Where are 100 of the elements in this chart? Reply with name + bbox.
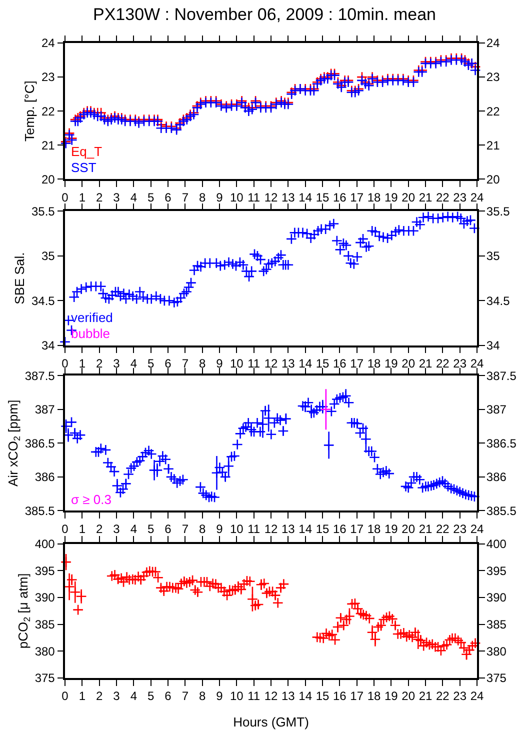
x-tick-label: 19 bbox=[384, 190, 398, 204]
x-tick-label: 2 bbox=[96, 190, 103, 204]
y-tick-label: 23 bbox=[41, 70, 56, 84]
y2-tick-label: 24 bbox=[486, 36, 500, 50]
y2-tick-label: 380 bbox=[486, 644, 507, 658]
x-tick-label: 10 bbox=[230, 522, 244, 536]
x-tick-label: 9 bbox=[216, 356, 224, 371]
y-tick-label: 385.5 bbox=[24, 504, 56, 518]
x-tick-label: 5 bbox=[147, 356, 154, 371]
x-tick-label: 4 bbox=[130, 190, 138, 204]
x-tick-label: 5 bbox=[147, 689, 154, 704]
y-tick-label: 390 bbox=[34, 590, 56, 605]
y-tick-label: 395 bbox=[34, 564, 56, 578]
x-tick-label: 23 bbox=[453, 356, 467, 371]
x-tick-label: 6 bbox=[164, 356, 172, 371]
x-tick-label: 20 bbox=[402, 522, 416, 536]
series-label: SST bbox=[71, 160, 96, 175]
y2-tick-label: 23 bbox=[486, 70, 500, 84]
x-tick-label: 14 bbox=[298, 689, 312, 704]
x-tick-label: 3 bbox=[113, 356, 120, 371]
x-tick-label: 5 bbox=[147, 522, 154, 536]
x-tick-label: 11 bbox=[248, 522, 260, 536]
x-tick-label: 7 bbox=[182, 689, 189, 704]
y-tick-label: 21 bbox=[41, 138, 56, 152]
x-tick-label: 18 bbox=[367, 522, 381, 536]
x-tick-label: 0 bbox=[62, 522, 69, 536]
x-tick-label: 0 bbox=[62, 689, 69, 704]
x-tick-label: 24 bbox=[470, 190, 484, 204]
x-tick-label: 21 bbox=[418, 190, 432, 204]
x-tick-label: 9 bbox=[216, 190, 224, 204]
y-tick-label: 385 bbox=[34, 618, 56, 632]
x-tick-label: 16 bbox=[332, 522, 347, 536]
x-tick-label: 8 bbox=[198, 689, 206, 704]
y2-tick-label: 385.5 bbox=[486, 504, 517, 518]
y2-tick-label: 387.5 bbox=[486, 368, 517, 383]
x-tick-label: 10 bbox=[230, 689, 244, 704]
x-axis-title: Hours (GMT) bbox=[233, 714, 309, 730]
x-tick-label: 1 bbox=[78, 689, 86, 704]
text: σ ≥ 0.3 bbox=[71, 492, 112, 507]
x-tick-label: 12 bbox=[264, 522, 278, 536]
x-tick-label: 12 bbox=[264, 356, 278, 371]
y-axis-title: Temp. [°C] bbox=[22, 80, 37, 142]
x-tick-label: 19 bbox=[384, 356, 398, 371]
x-tick-label: 20 bbox=[402, 190, 416, 204]
x-tick-label: 24 bbox=[470, 356, 484, 371]
y-tick-label: 386.5 bbox=[24, 436, 56, 450]
x-tick-label: 17 bbox=[350, 522, 364, 536]
x-tick-label: 6 bbox=[164, 689, 172, 704]
series-label: verified bbox=[71, 310, 113, 325]
x-tick-label: 21 bbox=[418, 522, 432, 536]
x-tick-label: 9 bbox=[216, 522, 224, 536]
x-tick-label: 23 bbox=[453, 190, 467, 204]
x-tick-label: 19 bbox=[384, 522, 398, 536]
x-tick-label: 24 bbox=[470, 689, 484, 704]
y2-tick-label: 386.5 bbox=[486, 436, 517, 450]
x-tick-label: 22 bbox=[436, 190, 450, 204]
y-tick-label: 387.5 bbox=[24, 368, 56, 383]
legend-label: bubble bbox=[71, 326, 110, 341]
y2-tick-label: 22 bbox=[486, 104, 500, 118]
x-tick-label: 15 bbox=[316, 522, 330, 536]
x-tick-label: 21 bbox=[418, 356, 432, 371]
x-tick-label: 10 bbox=[230, 190, 244, 204]
x-tick-label: 13 bbox=[281, 522, 296, 536]
x-tick-label: 1 bbox=[78, 522, 86, 536]
x-tick-label: 11 bbox=[248, 356, 260, 371]
x-tick-label: 16 bbox=[332, 356, 347, 371]
y-tick-label: 20 bbox=[41, 172, 56, 186]
x-tick-label: 22 bbox=[436, 522, 450, 536]
x-tick-label: 15 bbox=[316, 356, 330, 371]
y2-tick-label: 21 bbox=[486, 138, 500, 152]
x-tick-label: 12 bbox=[264, 190, 278, 204]
x-tick-label: 6 bbox=[164, 190, 172, 204]
y-tick-label: 380 bbox=[34, 644, 56, 658]
x-tick-label: 7 bbox=[182, 190, 189, 204]
y-tick-label: 375 bbox=[34, 671, 56, 686]
x-tick-label: 8 bbox=[198, 190, 206, 204]
x-tick-label: 18 bbox=[367, 190, 381, 204]
x-tick-label: 5 bbox=[147, 190, 154, 204]
x-tick-label: 13 bbox=[281, 689, 296, 704]
y-tick-label: 34 bbox=[41, 338, 56, 353]
x-tick-label: 18 bbox=[367, 356, 381, 371]
x-tick-label: 9 bbox=[216, 689, 224, 704]
x-tick-label: 11 bbox=[248, 689, 260, 704]
y2-tick-label: 390 bbox=[486, 590, 507, 605]
x-tick-label: 16 bbox=[332, 689, 347, 704]
x-tick-label: 17 bbox=[350, 689, 364, 704]
x-tick-label: 4 bbox=[130, 356, 138, 371]
y2-tick-label: 35.5 bbox=[486, 204, 510, 218]
x-tick-label: 18 bbox=[367, 689, 381, 704]
x-tick-label: 15 bbox=[316, 689, 330, 704]
y-tick-label: 35 bbox=[41, 249, 56, 264]
x-tick-label: 13 bbox=[281, 356, 296, 371]
y-tick-label: 34.5 bbox=[31, 294, 56, 308]
x-tick-label: 0 bbox=[62, 356, 69, 371]
y-tick-label: 387 bbox=[34, 402, 56, 417]
x-tick-label: 21 bbox=[418, 689, 432, 704]
y2-tick-label: 375 bbox=[486, 671, 507, 686]
x-tick-label: 17 bbox=[350, 190, 364, 204]
x-tick-label: 3 bbox=[113, 190, 120, 204]
y2-tick-label: 386 bbox=[486, 470, 507, 484]
